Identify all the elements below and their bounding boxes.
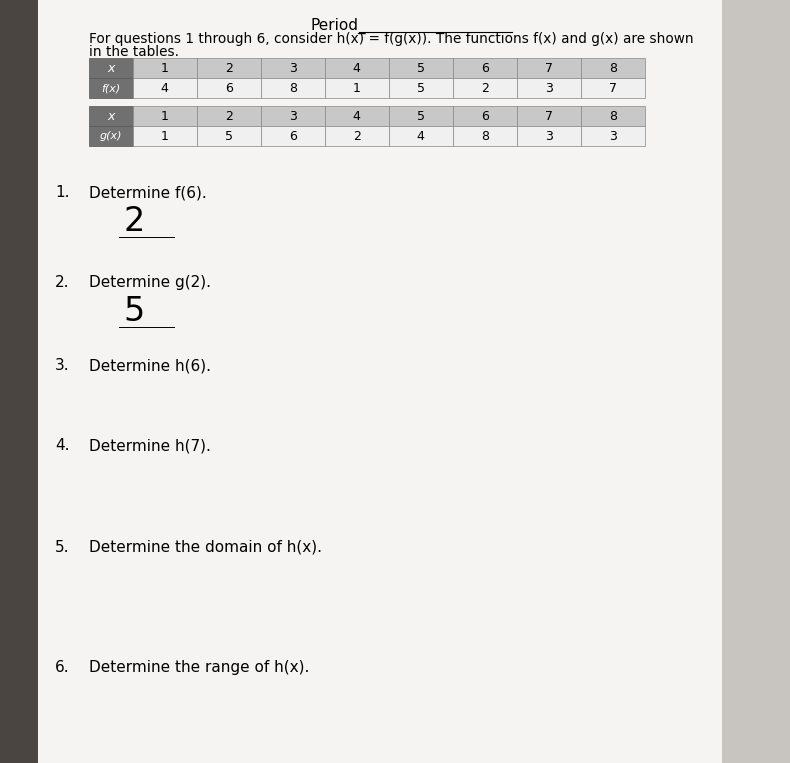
Text: 1: 1	[352, 82, 360, 95]
Bar	[197, 58, 261, 78]
Bar	[453, 126, 517, 146]
Text: 4: 4	[160, 82, 168, 95]
Text: 6: 6	[288, 130, 296, 143]
Text: 8: 8	[288, 82, 296, 95]
Bar	[453, 78, 517, 98]
Text: 8: 8	[480, 130, 489, 143]
Text: Period_: Period_	[311, 18, 367, 34]
Bar	[133, 58, 197, 78]
Text: 1: 1	[160, 110, 168, 123]
Text: 5.: 5.	[55, 540, 70, 555]
Text: 2: 2	[352, 130, 360, 143]
Text: 5: 5	[416, 62, 425, 75]
Text: 5: 5	[416, 82, 425, 95]
Text: 1: 1	[160, 130, 168, 143]
Bar	[389, 78, 453, 98]
Text: 7: 7	[544, 62, 553, 75]
Text: x: x	[107, 110, 115, 123]
Bar	[581, 58, 645, 78]
Bar	[453, 106, 517, 126]
Text: 4: 4	[352, 62, 360, 75]
Text: 7: 7	[609, 82, 617, 95]
Text: 6: 6	[481, 62, 489, 75]
Text: 1.: 1.	[55, 185, 70, 200]
Bar	[325, 58, 389, 78]
Bar	[325, 126, 389, 146]
Text: 2: 2	[481, 82, 489, 95]
Bar	[389, 58, 453, 78]
Bar	[197, 78, 261, 98]
Bar	[517, 58, 581, 78]
Text: Determine the domain of h(x).: Determine the domain of h(x).	[88, 540, 322, 555]
Text: Determine g(2).: Determine g(2).	[88, 275, 211, 290]
Text: x: x	[107, 62, 115, 75]
Bar	[581, 78, 645, 98]
Text: g(x): g(x)	[100, 131, 122, 141]
Bar	[197, 126, 261, 146]
Bar	[325, 106, 389, 126]
Bar	[325, 78, 389, 98]
Text: 3.: 3.	[55, 358, 70, 373]
Text: 5: 5	[416, 110, 425, 123]
Bar	[197, 106, 261, 126]
Bar	[517, 106, 581, 126]
Bar	[261, 106, 325, 126]
Text: 3: 3	[288, 62, 296, 75]
Text: 3: 3	[545, 82, 553, 95]
Text: For questions 1 through 6, consider h(x) = f(g(x)). The functions f(x) and g(x) : For questions 1 through 6, consider h(x)…	[88, 32, 694, 46]
Text: 2: 2	[224, 62, 232, 75]
Bar	[581, 106, 645, 126]
Text: 6.: 6.	[55, 660, 70, 675]
Text: 4.: 4.	[55, 438, 70, 453]
Text: Determine f(6).: Determine f(6).	[88, 185, 206, 200]
Text: 4: 4	[417, 130, 424, 143]
Bar	[261, 126, 325, 146]
Bar	[88, 126, 133, 146]
Text: 5: 5	[224, 130, 232, 143]
Text: 8: 8	[609, 110, 617, 123]
Text: 6: 6	[224, 82, 232, 95]
Text: 7: 7	[544, 110, 553, 123]
Text: 6: 6	[481, 110, 489, 123]
Text: 3: 3	[288, 110, 296, 123]
Text: 2: 2	[224, 110, 232, 123]
Text: Determine h(6).: Determine h(6).	[88, 358, 211, 373]
Bar	[261, 58, 325, 78]
Text: 8: 8	[609, 62, 617, 75]
Text: 2.: 2.	[55, 275, 70, 290]
Text: Determine h(7).: Determine h(7).	[88, 438, 211, 453]
Bar	[453, 58, 517, 78]
Bar	[261, 78, 325, 98]
Bar	[88, 78, 133, 98]
Bar	[517, 78, 581, 98]
Text: 4: 4	[352, 110, 360, 123]
Bar	[88, 58, 133, 78]
Bar	[0, 0, 39, 763]
Text: in the tables.: in the tables.	[88, 45, 179, 59]
Text: 3: 3	[545, 130, 553, 143]
Text: 2: 2	[123, 205, 145, 238]
Bar	[133, 126, 197, 146]
Bar	[133, 106, 197, 126]
Bar	[581, 126, 645, 146]
Text: Determine the range of h(x).: Determine the range of h(x).	[88, 660, 309, 675]
Bar	[389, 126, 453, 146]
Text: 3: 3	[609, 130, 617, 143]
Text: 1: 1	[160, 62, 168, 75]
Bar	[517, 126, 581, 146]
Bar	[133, 78, 197, 98]
Bar	[389, 106, 453, 126]
Text: 5: 5	[123, 295, 145, 328]
Text: f(x): f(x)	[101, 83, 120, 93]
Bar	[88, 106, 133, 126]
